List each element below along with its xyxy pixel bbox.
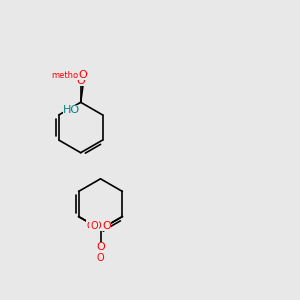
Text: O: O [78,70,87,80]
Text: O: O [87,220,94,231]
Text: O: O [91,220,98,231]
Text: methoxy: methoxy [52,71,88,80]
Text: O: O [96,242,105,252]
Text: O: O [97,253,104,263]
Text: O: O [76,76,85,86]
Text: O: O [102,220,111,231]
Text: O: O [90,220,99,231]
Text: O: O [94,220,101,231]
Text: HO: HO [63,105,80,116]
